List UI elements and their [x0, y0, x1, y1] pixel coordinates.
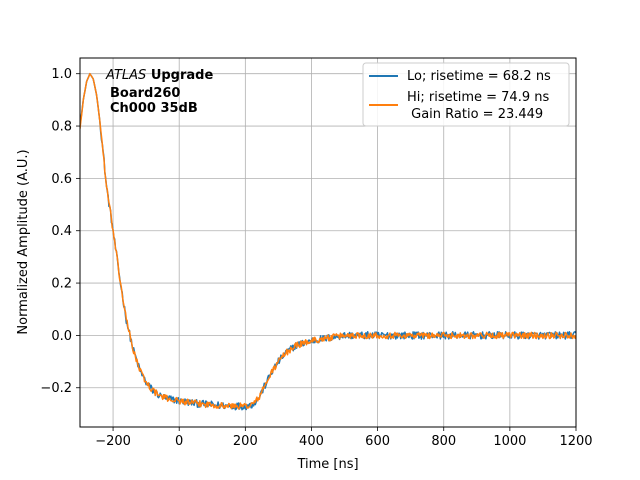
- y-tick-label: 0.8: [51, 120, 72, 135]
- x-tick-label: 800: [431, 434, 456, 449]
- series-line-1: [80, 72, 576, 410]
- x-axis-label: Time [ns]: [296, 457, 358, 472]
- y-tick-label: 0.6: [51, 172, 72, 187]
- legend-label-hi: Hi; risetime = 74.9 ns: [407, 90, 549, 105]
- y-tick-label: −0.2: [40, 381, 72, 396]
- legend-label-lo: Lo; risetime = 68.2 ns: [407, 69, 551, 84]
- y-tick-label: 1.0: [51, 67, 72, 82]
- x-tick-label: 600: [365, 434, 390, 449]
- ticks: −200 0 200 400 600 800 1000 1200 −0.2 0.0 0.2 0.4 0.…: [40, 67, 592, 449]
- x-tick-label: 400: [299, 434, 324, 449]
- y-tick-label: 0.2: [51, 277, 72, 292]
- x-tick-label: 200: [233, 434, 258, 449]
- y-tick-label: 0.4: [51, 224, 72, 239]
- legend-box: [362, 62, 570, 127]
- y-axis-label: Normalized Amplitude (A.U.): [16, 149, 31, 334]
- axes-frame: [79, 57, 577, 428]
- annotation-atlas: ATLAS: [105, 68, 146, 83]
- y-tick-label: 0.0: [51, 329, 72, 344]
- legend: Lo; risetime = 68.2 ns Hi; risetime = 74…: [362, 62, 570, 127]
- series-lines: [80, 72, 576, 411]
- x-tick-label: 1000: [493, 434, 526, 449]
- annotation: ATLAS Upgrade Board260 Ch000 35dB: [105, 68, 213, 116]
- legend-label-gain-ratio: Gain Ratio = 23.449: [407, 107, 543, 122]
- x-tick-label: 0: [175, 434, 183, 449]
- annotation-board: Board260: [110, 86, 180, 101]
- x-tick-label: −200: [95, 434, 131, 449]
- annotation-upgrade: Upgrade: [151, 68, 214, 83]
- svg-text:ATLAS Upgrade: ATLAS Upgrade: [105, 68, 213, 83]
- x-tick-label: 1200: [559, 434, 592, 449]
- annotation-channel: Ch000 35dB: [110, 101, 198, 116]
